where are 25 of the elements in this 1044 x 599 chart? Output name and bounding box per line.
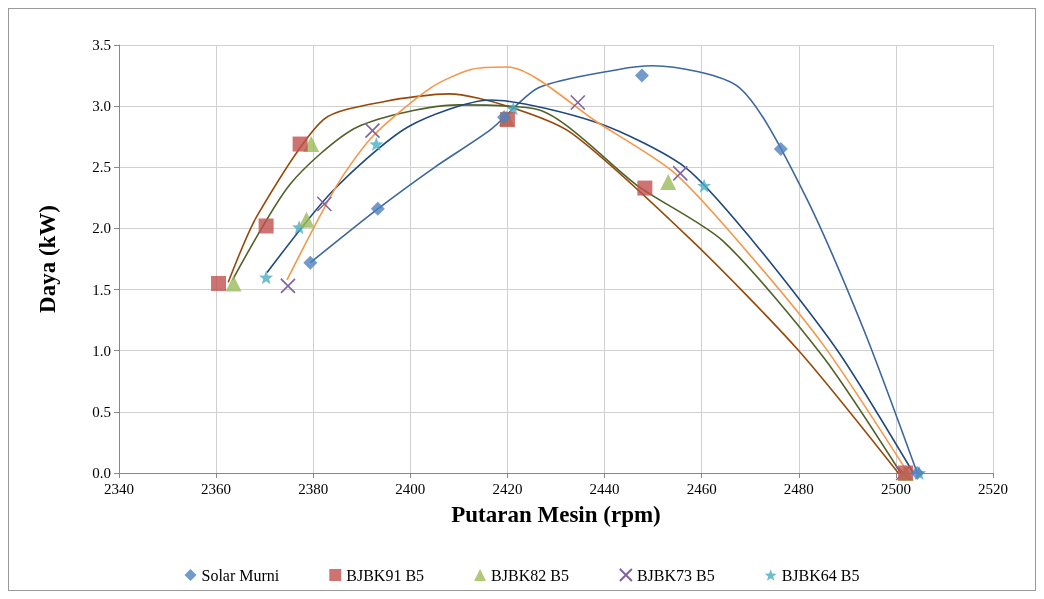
legend-label: BJBK91 B5: [346, 566, 425, 584]
x-tick-label: 2400: [395, 480, 426, 497]
legend-label: BJBK64 B5: [781, 566, 860, 584]
y-tick-label: 2.5: [92, 159, 111, 176]
x-tick-label: 2360: [201, 480, 232, 497]
legend-label: BJBK82 B5: [491, 566, 569, 584]
y-tick-label: 3.5: [92, 37, 111, 53]
y-tick-label: 1.5: [92, 281, 111, 298]
legend-label: Solar Murni: [201, 566, 280, 584]
x-tick-label: 2480: [783, 480, 814, 497]
y-tick-label: 1.0: [92, 342, 111, 359]
y-axis-title: Daya (kW): [35, 205, 60, 313]
x-tick-label: 2460: [686, 480, 717, 497]
x-tick-label: 2520: [978, 480, 1008, 497]
x-tick-label: 2420: [492, 480, 523, 497]
y-tick-label: 3.0: [92, 98, 111, 115]
legend-label: BJBK73 B5: [636, 566, 715, 584]
y-tick-label: 0.5: [92, 403, 111, 420]
x-tick-label: 2500: [880, 480, 911, 497]
y-tick-label: 0.0: [92, 465, 111, 481]
x-tick-label: 2380: [298, 480, 329, 497]
x-tick-label: 2440: [589, 480, 620, 497]
x-tick-label: 2340: [104, 480, 134, 497]
y-tick-label: 2.0: [92, 220, 111, 237]
x-axis-title: Putaran Mesin (rpm): [451, 502, 661, 527]
